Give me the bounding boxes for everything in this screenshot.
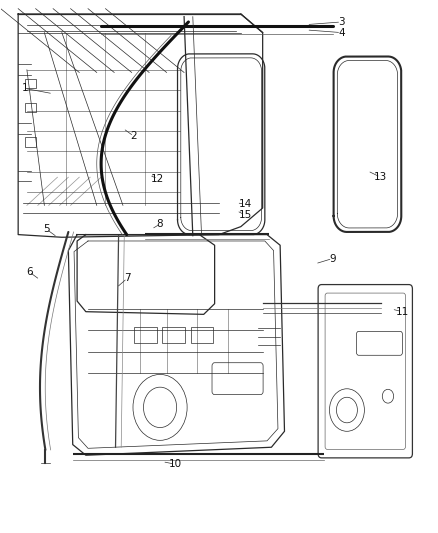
Text: 2: 2 (131, 131, 137, 141)
Bar (25, 79, 35, 88)
Text: 1: 1 (21, 83, 28, 93)
Text: 12: 12 (151, 174, 165, 184)
Bar (134, 327, 156, 343)
Text: 8: 8 (157, 219, 163, 229)
Text: 6: 6 (26, 267, 32, 277)
Bar (25, 103, 35, 112)
Text: 10: 10 (169, 459, 182, 469)
Bar (162, 327, 185, 343)
Text: 13: 13 (374, 172, 387, 182)
Text: 3: 3 (338, 17, 345, 27)
Text: 9: 9 (329, 254, 336, 263)
Text: 4: 4 (338, 28, 345, 38)
Bar (25, 138, 35, 147)
Text: 7: 7 (124, 273, 131, 283)
Text: 15: 15 (239, 210, 252, 220)
Text: 11: 11 (396, 306, 409, 317)
Text: 5: 5 (43, 224, 50, 235)
Bar (191, 327, 213, 343)
Text: 14: 14 (239, 199, 252, 209)
